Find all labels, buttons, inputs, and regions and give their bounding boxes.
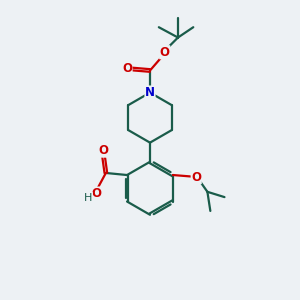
Text: O: O: [160, 46, 170, 59]
Text: O: O: [98, 144, 108, 157]
Text: H: H: [84, 193, 92, 203]
Text: O: O: [191, 171, 201, 184]
Text: N: N: [145, 86, 155, 99]
Text: O: O: [91, 187, 101, 200]
Text: O: O: [122, 62, 132, 75]
